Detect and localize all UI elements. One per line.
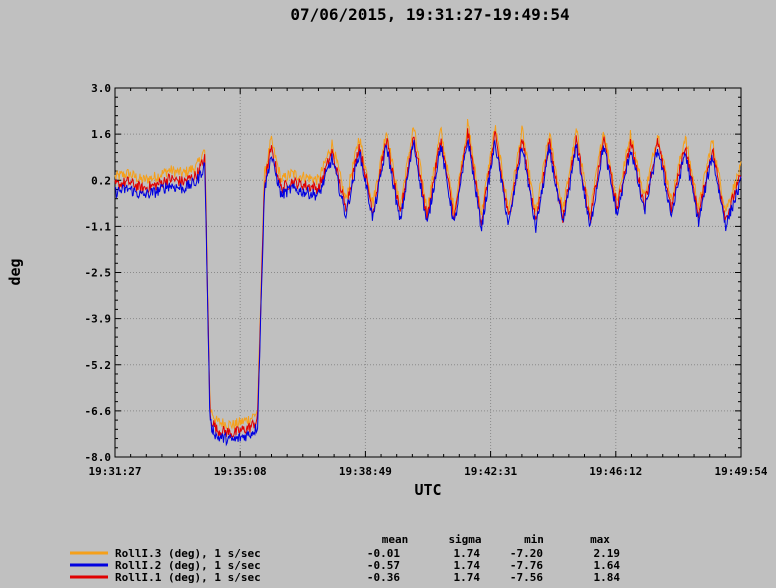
x-tick-label: 19:46:12 [589,465,642,478]
stats-header-label: sigma [448,533,481,546]
y-tick-label: -1.1 [85,220,112,233]
y-axis-label: deg [6,258,24,285]
y-tick-label: -3.9 [85,313,112,326]
x-axis-label: UTC [414,481,441,499]
x-tick-label: 19:49:54 [715,465,768,478]
y-tick-label: -5.2 [85,359,112,372]
y-tick-label: -6.6 [85,405,112,418]
y-tick-label: -8.0 [85,451,112,464]
legend: RollI.3 (deg), 1 s/sec -0.01 1.74 -7.20 2.19… [70,547,620,584]
x-tick-label: 19:38:49 [339,465,392,478]
legend-stat-min: -7.56 [510,571,543,584]
chart-title: 07/06/2015, 19:31:27-19:49:54 [290,5,569,24]
y-tick-label: 1.6 [91,128,111,141]
stats-header-label: min [524,533,544,546]
y-tick-label: -2.5 [85,267,112,280]
legend-stat-sigma: 1.74 [454,571,481,584]
stats-header-label: mean [382,533,409,546]
legend-stat-max: 1.84 [594,571,621,584]
y-tick-label: 0.2 [91,174,111,187]
x-tick-label: 19:31:27 [89,465,142,478]
y-tick-label: 3.0 [91,82,111,95]
x-tick-label: 19:42:31 [464,465,517,478]
legend-stats-header: mean sigma min max [382,533,611,546]
x-tick-label: 19:35:08 [214,465,267,478]
legend-series-name: RollI.1 (deg), 1 s/sec [115,571,261,584]
legend-stat-mean: -0.36 [367,571,400,584]
stats-header-label: max [590,533,610,546]
